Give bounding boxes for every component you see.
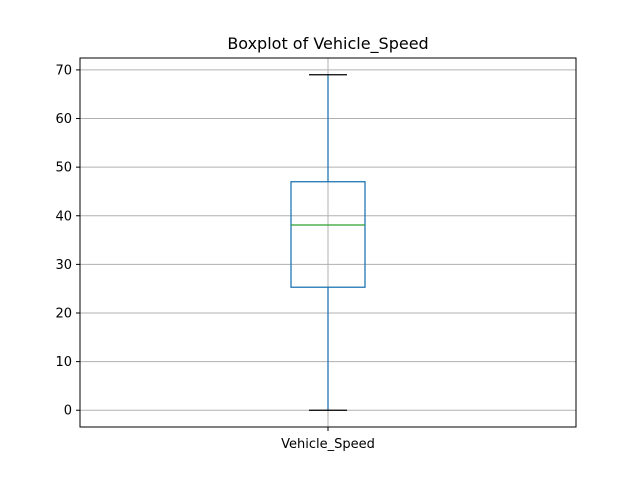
x-tick-label: Vehicle_Speed [281,437,375,452]
y-tick-label: 30 [55,258,72,273]
y-axis-ticks: 0 10 20 30 40 50 60 70 [55,63,80,419]
iqr-box [290,181,366,288]
x-axis-ticks: Vehicle_Speed [281,427,375,452]
chart-title: Boxplot of Vehicle_Speed [227,34,428,54]
y-tick-label: 0 [64,404,72,419]
y-tick-label: 10 [55,355,72,370]
y-tick-label: 40 [55,209,72,224]
y-tick-label: 20 [55,306,72,321]
y-tick-label: 70 [55,63,72,78]
y-tick-label: 60 [55,112,72,127]
box-elements [290,74,366,411]
y-tick-label: 50 [55,161,72,176]
